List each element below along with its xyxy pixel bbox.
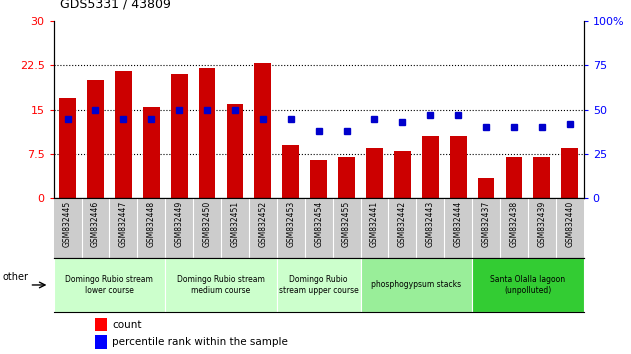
Text: GSM832451: GSM832451 (230, 201, 239, 247)
Bar (54, 258, 165, 312)
Bar (533, 157, 550, 198)
Text: Santa Olalla lagoon
(unpolluted): Santa Olalla lagoon (unpolluted) (490, 275, 565, 295)
Bar (422, 136, 439, 198)
Text: GSM832438: GSM832438 (509, 201, 519, 247)
Text: GSM832442: GSM832442 (398, 201, 407, 247)
Text: GSM832444: GSM832444 (454, 201, 463, 247)
Bar (505, 157, 522, 198)
Text: other: other (3, 272, 28, 282)
Bar (562, 148, 578, 198)
Bar (360, 258, 472, 312)
Text: GSM832455: GSM832455 (342, 201, 351, 247)
Text: GSM832452: GSM832452 (258, 201, 268, 247)
Text: GSM832443: GSM832443 (426, 201, 435, 247)
Text: GSM832441: GSM832441 (370, 201, 379, 247)
Text: GSM832445: GSM832445 (63, 201, 72, 247)
Text: GSM832453: GSM832453 (286, 201, 295, 247)
Text: GSM832437: GSM832437 (481, 201, 490, 247)
Text: GSM832449: GSM832449 (175, 201, 184, 247)
Text: GDS5331 / 43809: GDS5331 / 43809 (60, 0, 171, 11)
Text: percentile rank within the sample: percentile rank within the sample (112, 337, 288, 347)
Bar (87, 80, 104, 198)
Bar (478, 178, 495, 198)
Bar (199, 68, 215, 198)
Text: phosphogypsum stacks: phosphogypsum stacks (371, 280, 461, 290)
Bar (450, 136, 466, 198)
Text: GSM832448: GSM832448 (147, 201, 156, 247)
Text: count: count (112, 320, 141, 330)
Text: GSM832447: GSM832447 (119, 201, 128, 247)
Bar (115, 72, 132, 198)
Bar (472, 258, 584, 312)
Text: GSM832440: GSM832440 (565, 201, 574, 247)
Bar (338, 157, 355, 198)
Text: Domingo Rubio
stream upper course: Domingo Rubio stream upper course (279, 275, 358, 295)
Bar (310, 160, 327, 198)
Text: GSM832454: GSM832454 (314, 201, 323, 247)
Bar (143, 107, 160, 198)
Bar (277, 258, 360, 312)
Bar (95, 318, 107, 331)
Bar (254, 63, 271, 198)
Bar (59, 98, 76, 198)
Text: Domingo Rubio stream
lower course: Domingo Rubio stream lower course (66, 275, 153, 295)
Bar (165, 258, 277, 312)
Text: GSM832439: GSM832439 (538, 201, 546, 247)
Bar (366, 148, 383, 198)
Bar (283, 145, 299, 198)
Bar (227, 104, 244, 198)
Bar (394, 151, 411, 198)
Text: GSM832446: GSM832446 (91, 201, 100, 247)
Text: Domingo Rubio stream
medium course: Domingo Rubio stream medium course (177, 275, 265, 295)
Text: GSM832450: GSM832450 (203, 201, 211, 247)
Bar (95, 335, 107, 349)
Bar (171, 74, 187, 198)
